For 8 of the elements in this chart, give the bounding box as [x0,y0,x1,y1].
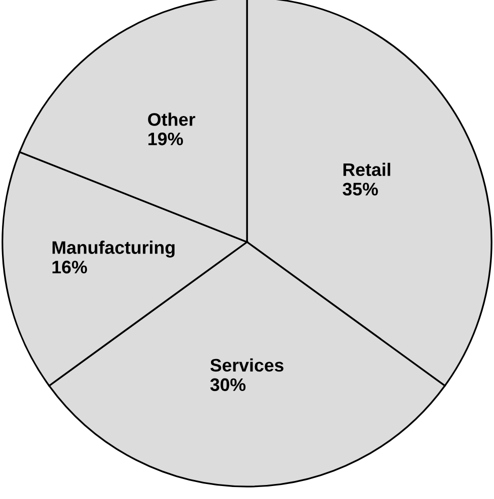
slice-label: Services [210,358,284,372]
data-label: 35% [342,182,378,196]
slice-label: Manufacturing [52,240,175,258]
slice-label: Retail [343,162,390,176]
data-label: 19% [148,132,183,146]
data-label: 16% [52,260,88,274]
slice-label: Other [148,112,196,126]
data-label: 30% [210,378,246,392]
